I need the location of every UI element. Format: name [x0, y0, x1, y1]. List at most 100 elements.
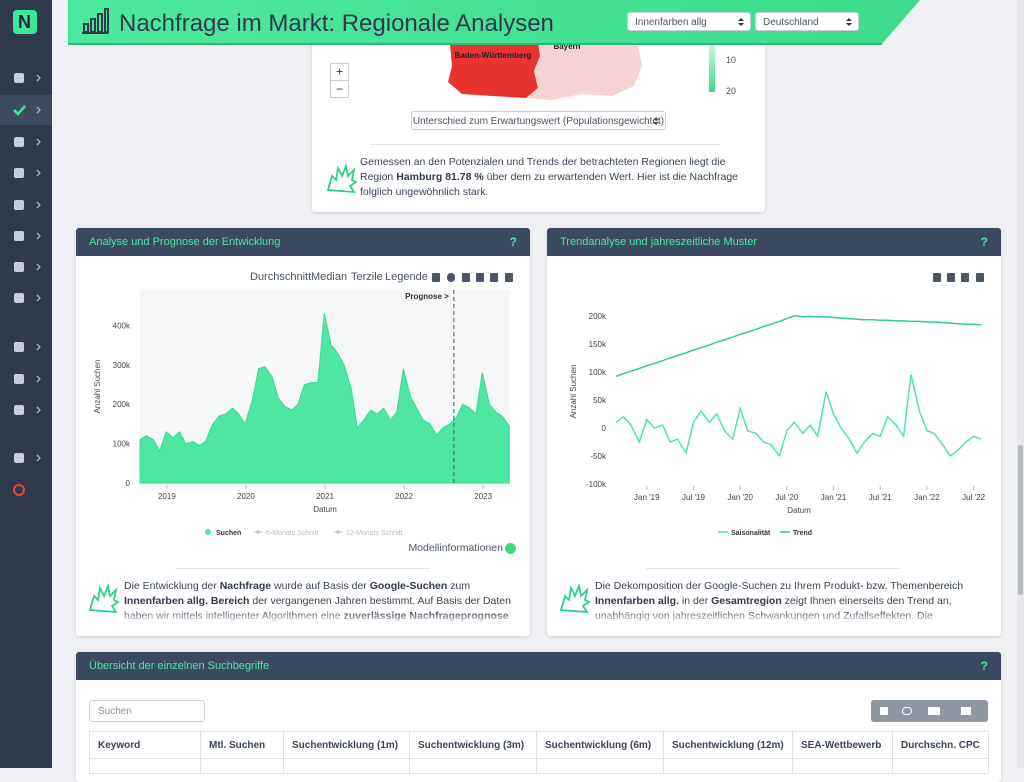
toolbar-icon[interactable] — [961, 273, 969, 282]
column-header[interactable]: Suchentwicklung (3m) — [409, 731, 537, 759]
chevron — [36, 294, 41, 302]
icon — [14, 405, 24, 415]
toolbar-button[interactable]: Legende — [385, 271, 428, 283]
chevron — [36, 375, 41, 383]
table-cell — [536, 758, 664, 774]
toolbar-icon[interactable] — [933, 273, 941, 282]
side-menu-item[interactable] — [0, 158, 52, 188]
side-menu-item[interactable] — [0, 283, 52, 313]
column-header[interactable]: Suchentwicklung (6m) — [536, 731, 664, 759]
chevron — [36, 138, 41, 146]
side-menu-item[interactable] — [0, 95, 52, 125]
column-header[interactable]: Keyword — [89, 731, 201, 759]
column-header[interactable]: Suchentwicklung (1m) — [283, 731, 410, 759]
side-menu-item[interactable] — [0, 332, 52, 362]
side-menu-glyph — [14, 231, 41, 241]
side-menu-glyph — [14, 262, 41, 272]
region-select[interactable]: Deutschland — [755, 12, 859, 31]
side-menu-glyph — [14, 342, 41, 352]
help-button[interactable]: ? — [980, 235, 988, 249]
info-icon[interactable] — [505, 543, 516, 554]
region-by[interactable] — [526, 40, 642, 100]
side-menu-item[interactable] — [0, 443, 52, 473]
zoom-out-button[interactable] — [330, 80, 349, 98]
chevron — [36, 406, 41, 414]
help-button[interactable]: ? — [509, 235, 517, 249]
text-run: Google-Suchen — [369, 580, 448, 592]
toolbar-button[interactable]: Durchschnitt — [250, 271, 312, 283]
color-bar — [709, 40, 715, 92]
hedgehog-icon — [88, 584, 120, 614]
side-menu-item[interactable] — [0, 364, 52, 394]
side-menu-item[interactable] — [0, 475, 52, 505]
text-run: Die Dekomposition der Google-Suchen zu I… — [595, 580, 964, 592]
column-header[interactable]: SEA-Wettbewerb — [792, 731, 893, 759]
model-info-link[interactable]: Modellinformationen — [408, 542, 503, 554]
side-menu-glyph — [14, 200, 41, 210]
toolbar-button[interactable]: Median — [311, 271, 348, 283]
table-tools[interactable] — [871, 700, 988, 722]
map: Bayern Baden-Württemberg 10 20 + − — [326, 40, 736, 194]
scrollbar-thumb[interactable] — [1018, 445, 1023, 595]
text-run: zum — [447, 580, 471, 592]
side-menu-glyph — [13, 105, 41, 116]
column-header[interactable]: Mtl. Suchen — [200, 731, 284, 759]
icon — [14, 262, 24, 272]
chart-toolbar: Durchschnitt Median Terzile Legende — [76, 271, 428, 285]
side-menu-item[interactable] — [0, 127, 52, 157]
tool-icon[interactable] — [880, 707, 888, 715]
chevron — [36, 169, 41, 177]
side-menu-item[interactable] — [0, 190, 52, 220]
toolbar-icon[interactable] — [462, 273, 470, 282]
text-run: Die Entwicklung der — [124, 580, 220, 592]
toolbar-icon[interactable] — [976, 273, 984, 282]
forecast-card: Analyse und Prognose der Entwicklung ? D… — [76, 228, 530, 636]
card-title: Übersicht der einzelnen Suchbegriffe — [89, 660, 270, 672]
logo[interactable]: N — [13, 10, 37, 34]
card-header: Analyse und Prognose der Entwicklung ? — [76, 228, 530, 256]
zoom-in-label: + — [336, 65, 343, 79]
toolbar-icon[interactable] — [490, 273, 498, 282]
column-header[interactable]: Suchentwicklung (12m) — [663, 731, 793, 759]
side-menu-glyph — [14, 405, 41, 415]
text-run: Gemessen an den Potenzialen und Trends d… — [360, 156, 726, 183]
select-label: Unterschied zum Erwartungswert (Populati… — [412, 116, 665, 127]
toolbar-button[interactable]: Terzile — [351, 271, 383, 283]
region-bw[interactable] — [448, 40, 540, 98]
text-fade — [595, 611, 989, 624]
help-button[interactable]: ? — [980, 659, 988, 673]
tool-icon[interactable] — [928, 707, 940, 715]
tool-icon[interactable] — [902, 707, 912, 715]
side-menu-glyph — [14, 73, 41, 83]
header-background — [68, 0, 920, 44]
side-menu-item[interactable] — [0, 395, 52, 425]
toolbar-icon[interactable] — [447, 273, 455, 282]
icon — [14, 374, 24, 384]
side-menu-item[interactable] — [0, 221, 52, 251]
table-cell — [200, 758, 284, 774]
text-run: in der — [679, 595, 712, 607]
table-cell — [792, 758, 893, 774]
select-label: Deutschland — [763, 17, 819, 28]
side-menu-item[interactable] — [0, 63, 52, 93]
toolbar-icon[interactable] — [432, 273, 440, 282]
text-run: wurde auf Basis der — [271, 580, 370, 592]
map-mode-select[interactable]: Unterschied zum Erwartungswert (Populati… — [411, 111, 666, 130]
color-bar-label: 20 — [726, 86, 736, 96]
side-menu-glyph — [14, 293, 41, 303]
product-select[interactable]: Innenfarben allg — [627, 12, 751, 31]
table-header-row: Keyword Mtl. Suchen Suchentwicklung (1m) Su… — [89, 731, 989, 759]
divider — [175, 568, 430, 569]
text-run: Gesamtregion — [711, 595, 782, 607]
tool-icon[interactable] — [961, 707, 971, 715]
toolbar-icon[interactable] — [505, 273, 513, 282]
toolbar-icon[interactable] — [476, 273, 484, 282]
side-menu-glyph — [14, 374, 41, 384]
chevron — [36, 263, 41, 271]
color-bar-label: 10 — [726, 55, 736, 65]
side-menu-item[interactable] — [0, 252, 52, 282]
text-run: Hamburg 81.78 % — [396, 171, 484, 183]
column-header[interactable]: Durchschn. CPC — [892, 731, 989, 759]
search-input[interactable]: Suchen — [89, 700, 205, 722]
toolbar-icon[interactable] — [947, 273, 955, 282]
